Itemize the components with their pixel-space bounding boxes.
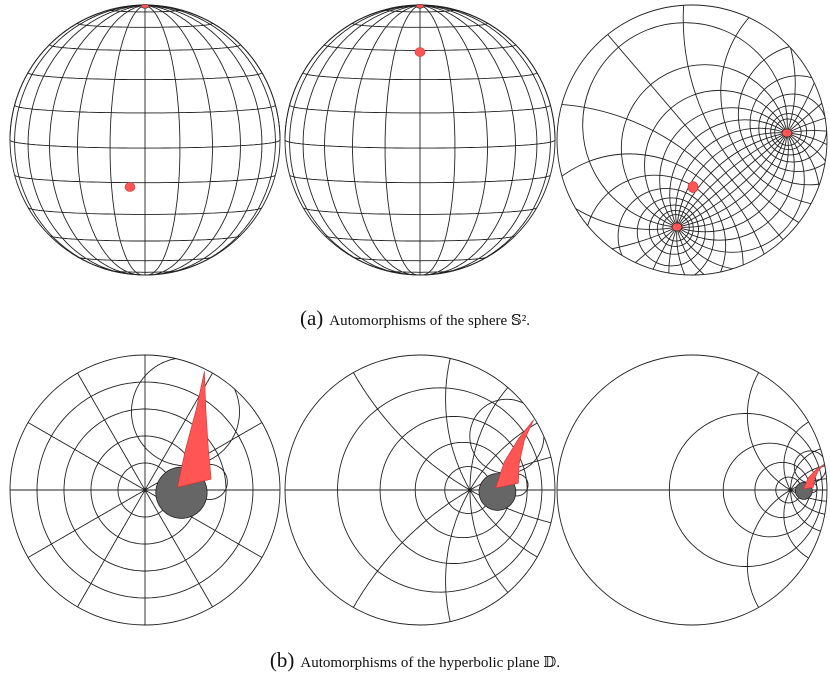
illustrations <box>10 0 830 665</box>
red-region <box>496 420 534 488</box>
grid-circle <box>677 133 830 338</box>
pole-marker <box>416 4 424 8</box>
pole-marker <box>672 223 682 231</box>
caption-label: (b) <box>270 648 295 672</box>
grid-line <box>472 0 830 484</box>
grid-lines <box>285 5 555 275</box>
hyperbolic-disk <box>10 355 280 625</box>
disk-content <box>285 358 555 621</box>
caption-b: (b) Automorphisms of the hyperbolic plane… <box>270 648 560 672</box>
disk-content <box>10 355 280 625</box>
figure: (a) Automorphisms of the sphere 𝕊². (b) Au… <box>0 0 830 675</box>
disk-content <box>557 373 827 608</box>
sphere <box>10 4 280 275</box>
grid-lines <box>10 355 280 625</box>
page: (a) Automorphisms of the sphere 𝕊². (b) Au… <box>0 0 830 675</box>
caption-label: (a) <box>300 306 323 330</box>
pole-marker <box>782 129 792 137</box>
grid-lines <box>557 373 827 608</box>
point-marker <box>688 182 698 193</box>
sphere <box>285 4 555 275</box>
grid-line <box>347 0 830 509</box>
caption-text: Automorphisms of the sphere 𝕊². <box>329 313 530 329</box>
caption-text: Automorphisms of the hyperbolic plane 𝔻. <box>300 655 560 671</box>
grid-circle <box>628 106 830 665</box>
point-marker <box>125 183 135 192</box>
caption-a: (a) Automorphisms of the sphere 𝕊². <box>300 306 530 330</box>
hyperbolic-disk <box>285 355 555 625</box>
hyperbolic-disk <box>557 355 827 625</box>
pole-marker <box>141 4 149 8</box>
grid-lines <box>10 5 280 275</box>
point-marker <box>415 48 425 57</box>
